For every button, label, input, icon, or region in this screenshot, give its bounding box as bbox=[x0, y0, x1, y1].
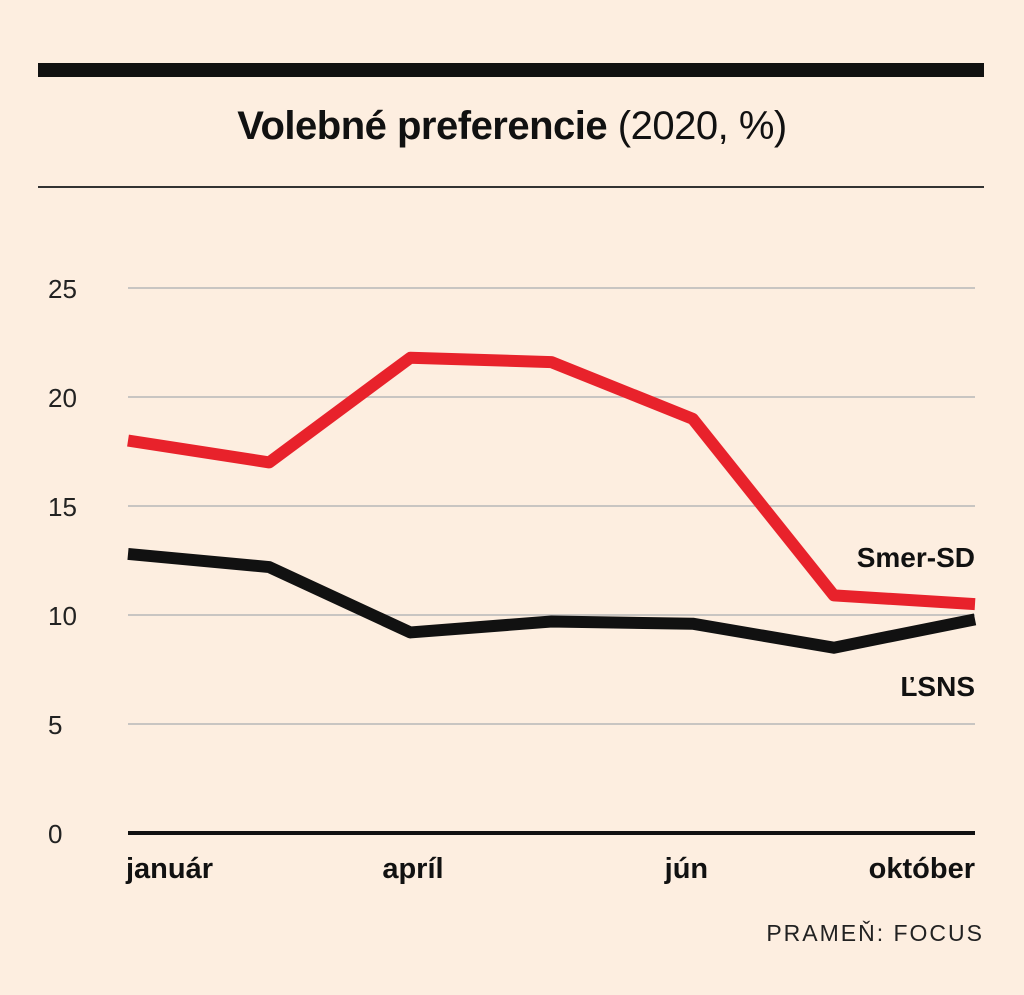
chart-title: Volebné preferencie (2020, %) bbox=[0, 104, 1024, 149]
y-tick-label-0: 0 bbox=[48, 819, 62, 849]
series-label-smer-sd: Smer-SD bbox=[857, 542, 975, 573]
y-tick-label-10: 10 bbox=[48, 601, 77, 631]
series-label-lsns: ĽSNS bbox=[900, 671, 975, 702]
title-main: Volebné preferencie bbox=[237, 104, 608, 148]
title-rule bbox=[38, 186, 984, 188]
y-tick-label-5: 5 bbox=[48, 710, 62, 740]
title-unit: (2020, %) bbox=[617, 104, 787, 148]
x-tick-label-2: jún bbox=[664, 853, 709, 885]
grid-lines bbox=[128, 287, 975, 835]
top-rule bbox=[38, 63, 984, 77]
x-tick-label-0: január bbox=[125, 853, 213, 885]
x-tick-label-1: apríl bbox=[382, 853, 443, 885]
series-line-lsns bbox=[127, 547, 977, 654]
series-lines bbox=[127, 351, 977, 654]
x-tick-labels: január apríl jún október bbox=[125, 853, 975, 885]
source-note: PRAMEŇ: FOCUS bbox=[766, 920, 984, 946]
series-line-smer-sd bbox=[127, 351, 976, 611]
series-labels: Smer-SD ĽSNS bbox=[857, 542, 975, 702]
y-tick-label-20: 20 bbox=[48, 383, 77, 413]
y-tick-label-15: 15 bbox=[48, 492, 77, 522]
y-tick-labels: 0 5 10 15 20 25 bbox=[48, 274, 77, 849]
y-tick-label-25: 25 bbox=[48, 274, 77, 304]
x-tick-label-3: október bbox=[869, 853, 975, 885]
